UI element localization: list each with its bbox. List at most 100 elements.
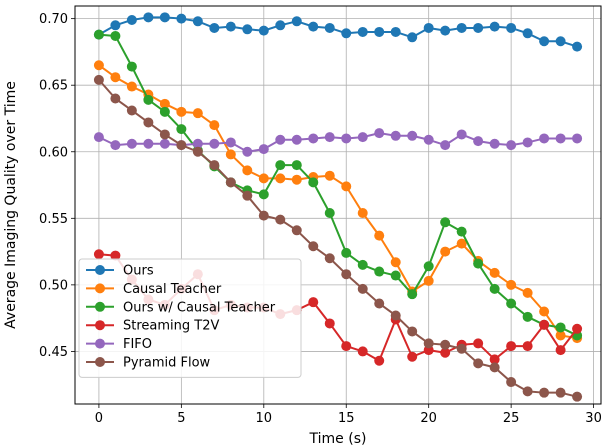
y-tick-label: 0.50: [39, 278, 68, 293]
data-point: [572, 41, 583, 52]
data-point: [209, 120, 220, 131]
data-point: [473, 258, 484, 269]
data-point: [522, 386, 533, 397]
data-point: [341, 28, 352, 39]
data-point: [275, 173, 286, 184]
data-point: [357, 207, 368, 218]
data-point: [489, 267, 500, 278]
data-point: [489, 283, 500, 294]
data-point: [324, 207, 335, 218]
data-point: [407, 130, 418, 141]
data-point: [110, 72, 121, 83]
data-point: [423, 275, 434, 286]
data-point: [555, 36, 566, 47]
data-point: [390, 130, 401, 141]
data-point: [324, 22, 335, 33]
legend-item: FIFO: [86, 337, 152, 352]
data-point: [93, 60, 104, 71]
data-point: [341, 133, 352, 144]
data-point: [555, 322, 566, 333]
y-tick-label: 0.55: [39, 212, 68, 227]
data-point: [539, 306, 550, 317]
data-point: [440, 339, 451, 350]
legend-marker: [95, 338, 105, 349]
data-point: [242, 165, 253, 176]
data-point: [473, 136, 484, 147]
data-point: [390, 26, 401, 37]
data-point: [423, 134, 434, 145]
series-line: [98, 16, 578, 48]
data-point: [473, 338, 484, 349]
data-point: [555, 345, 566, 356]
data-point: [473, 358, 484, 369]
data-point: [506, 22, 517, 33]
x-tick-label: 20: [420, 411, 437, 426]
data-point: [357, 26, 368, 37]
data-point: [506, 341, 517, 352]
data-point: [456, 22, 467, 33]
data-point: [390, 270, 401, 281]
legend-marker: [95, 320, 105, 331]
data-point: [176, 13, 187, 24]
legend-item: Ours w/ Causal Teacher: [86, 300, 276, 315]
y-tick-label: 0.45: [39, 345, 68, 360]
data-point: [176, 140, 187, 151]
data-point: [291, 174, 302, 185]
data-point: [407, 351, 418, 362]
data-point: [489, 354, 500, 365]
data-point: [159, 106, 170, 117]
data-point: [539, 319, 550, 330]
data-point: [341, 247, 352, 258]
data-point: [506, 298, 517, 309]
data-point: [572, 323, 583, 334]
legend-label: Ours: [123, 264, 154, 279]
y-axis: 0.45 0.50 0.55 0.60 0.65 0.70: [39, 12, 75, 360]
series-causal-teacher: [93, 60, 583, 344]
y-tick-label: 0.65: [39, 79, 68, 94]
data-point: [407, 32, 418, 43]
data-point: [209, 22, 220, 33]
y-axis-label: Average Imaging Quality over Time: [3, 81, 19, 329]
x-tick-label: 5: [177, 411, 185, 426]
legend-marker: [95, 301, 105, 312]
data-point: [390, 310, 401, 321]
data-point: [93, 249, 104, 260]
data-point: [225, 177, 236, 188]
data-point: [440, 140, 451, 151]
data-point: [407, 289, 418, 300]
data-point: [522, 311, 533, 322]
data-point: [440, 25, 451, 36]
data-point: [143, 138, 154, 149]
data-point: [357, 283, 368, 294]
data-point: [423, 261, 434, 272]
data-point: [225, 137, 236, 148]
legend-marker: [95, 283, 105, 294]
data-point: [423, 22, 434, 33]
data-point: [93, 132, 104, 143]
y-tick-label: 0.60: [39, 145, 68, 160]
data-point: [209, 160, 220, 171]
data-point: [308, 297, 319, 308]
data-point: [456, 238, 467, 249]
plot-area-frame: [74, 5, 602, 405]
data-point: [440, 347, 451, 358]
data-point: [572, 133, 583, 144]
data-point: [291, 225, 302, 236]
data-point: [143, 117, 154, 128]
legend-item: Pyramid Flow: [86, 356, 211, 371]
data-point: [440, 217, 451, 228]
data-point: [555, 133, 566, 144]
x-axis: 0 5 10 15 20 25 30: [95, 404, 602, 426]
data-point: [275, 20, 286, 31]
data-point: [159, 98, 170, 109]
data-point: [275, 160, 286, 171]
data-point: [110, 140, 121, 151]
data-point: [242, 24, 253, 35]
legend-label: Ours w/ Causal Teacher: [123, 300, 276, 315]
data-point: [192, 16, 203, 27]
data-point: [258, 210, 269, 221]
data-point: [225, 149, 236, 160]
grid: [75, 6, 601, 404]
data-point: [489, 362, 500, 373]
